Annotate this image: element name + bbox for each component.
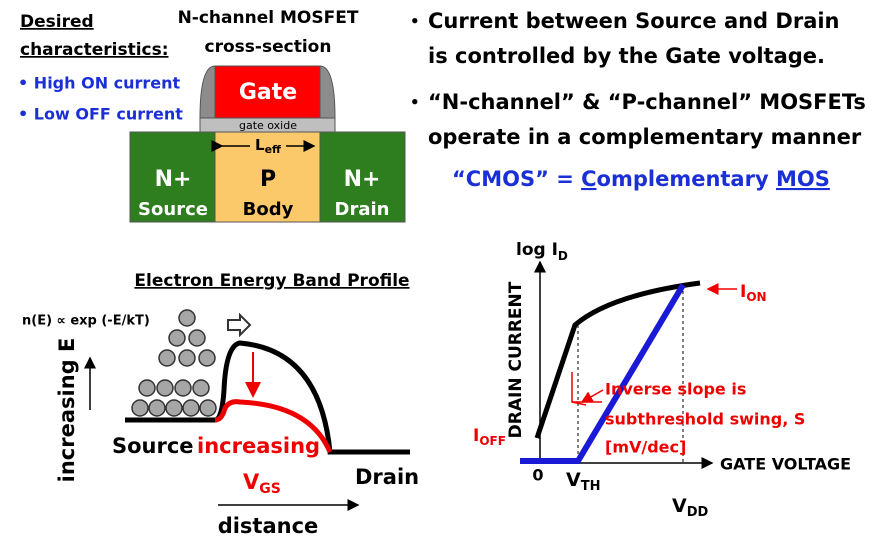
band-curve-lowered <box>214 399 333 454</box>
cmos-line: “CMOS” = Complementary MOS <box>452 167 830 191</box>
source-label: Source <box>138 199 208 220</box>
id-curve <box>534 280 701 439</box>
characteristics-title: Desired <box>20 12 94 32</box>
y-axis-title: log ID <box>516 240 568 263</box>
ioff-label: IOFF <box>473 426 506 448</box>
drain-text: Drain <box>355 465 419 489</box>
vgs: VGS <box>243 470 281 497</box>
zero-label: 0 <box>532 466 543 485</box>
vgs-sub: GS <box>259 481 281 497</box>
cross-section-title: cross-section <box>205 37 332 57</box>
cmos-c: C <box>581 167 596 191</box>
vth-sub: TH <box>581 479 601 494</box>
body-doping: P <box>260 167 276 192</box>
vdd-label: VDD <box>672 495 709 520</box>
cmos-word: omplementary <box>597 167 776 191</box>
drain-region <box>319 131 406 223</box>
gate-label: Gate <box>239 80 297 105</box>
increasing-text: increasing <box>197 434 320 458</box>
drain-current-label: DRAIN CURRENT <box>506 281 526 438</box>
linear-curve <box>520 283 686 464</box>
characteristics-title: characteristics: <box>20 40 169 60</box>
ioff-sub: OFF <box>479 434 506 448</box>
bullet-mark: • <box>410 94 420 112</box>
electrons <box>131 309 217 417</box>
slope-note: [mV/dec] <box>605 438 686 457</box>
band-curve <box>125 340 410 455</box>
body-region <box>214 131 321 223</box>
flow-arrow <box>227 312 252 338</box>
characteristic-item: • High ON current <box>18 74 181 93</box>
slope-bracket <box>571 372 602 406</box>
vdd: V <box>672 495 687 517</box>
bullet-text: “N-channel” & “P-channel” MOSFETs <box>428 90 866 114</box>
leff-label: Leff <box>255 136 281 157</box>
vth: V <box>566 469 581 491</box>
leff-sub: eff <box>265 143 281 156</box>
source-text: Source <box>112 434 194 458</box>
vdd-sub: DD <box>687 505 709 520</box>
bullet-text: operate in a complementary manner <box>428 125 862 149</box>
slope-note: Inverse slope is <box>605 380 746 399</box>
bullet-text: Current between Source and Drain <box>428 9 840 33</box>
ion: I <box>740 282 746 302</box>
distribution: n(E) ∝ exp (-E/kT) <box>22 314 150 329</box>
body-label: Body <box>243 199 294 220</box>
bullet-text: is controlled by the Gate voltage. <box>428 44 825 68</box>
gate <box>214 65 321 119</box>
cmos-mos: MOS <box>776 167 830 191</box>
log-id: log I <box>516 240 558 260</box>
source-doping: N+ <box>155 167 192 192</box>
bullet-mark: • <box>410 13 420 31</box>
x-axis-title: GATE VOLTAGE <box>720 455 851 474</box>
distance-label: distance <box>218 514 319 538</box>
ion-label: ION <box>740 282 767 304</box>
energy-label: increasing E <box>55 338 79 483</box>
band-title: Electron Energy Band Profile <box>134 271 409 291</box>
slope-arrow <box>580 389 604 403</box>
log-id-sub: D <box>558 249 568 263</box>
leff: L <box>255 136 265 154</box>
characteristic-item: • Low OFF current <box>18 105 183 124</box>
cross-section-title: N-channel MOSFET <box>178 8 359 28</box>
vgs-main: V <box>243 470 260 494</box>
ion-sub: ON <box>746 290 766 304</box>
oxide-label: gate oxide <box>239 119 297 132</box>
slope-note: subthreshold swing, S <box>605 410 805 429</box>
drain-doping: N+ <box>344 167 381 192</box>
cmos-prefix: “CMOS” = <box>452 167 581 191</box>
vth-label: VTH <box>566 469 600 494</box>
ioff: I <box>473 426 479 446</box>
drain-label: Drain <box>335 199 390 220</box>
